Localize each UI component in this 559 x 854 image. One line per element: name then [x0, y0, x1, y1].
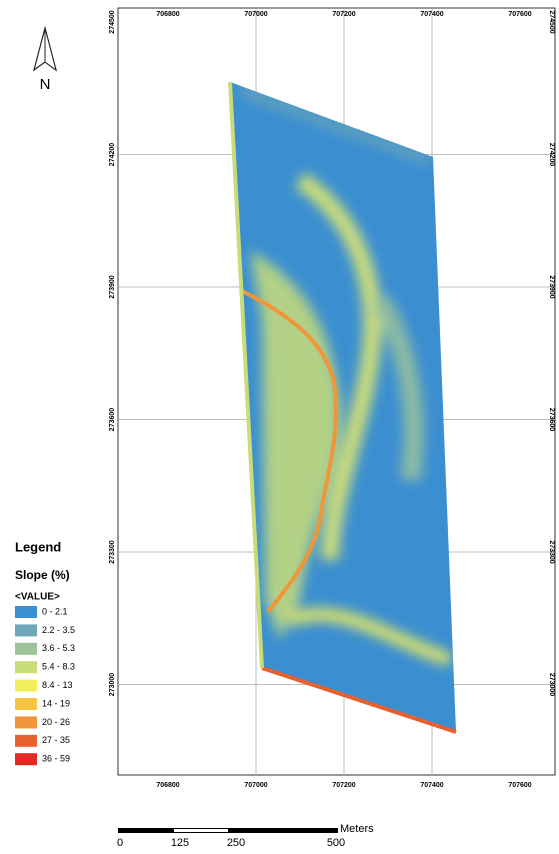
legend-subtitle: <VALUE> [15, 592, 60, 603]
y-grid-label: 273000 [109, 673, 116, 696]
legend-swatch [15, 735, 37, 747]
y-grid-label: 273900 [548, 275, 555, 298]
legend-label: 5.4 - 8.3 [42, 662, 75, 672]
legend-label: 14 - 19 [42, 698, 70, 708]
legend-label: 0 - 2.1 [42, 606, 68, 616]
legend-swatch [15, 680, 37, 692]
y-grid-label: 274200 [109, 143, 116, 166]
scale-label: 250 [227, 837, 245, 849]
legend-swatch [15, 606, 37, 618]
legend-swatch [15, 716, 37, 728]
legend-field: Slope (%) [15, 568, 70, 582]
x-grid-label: 707400 [420, 782, 443, 789]
north-arrow: N [34, 28, 56, 93]
legend-label: 2.2 - 3.5 [42, 625, 75, 635]
y-grid-label: 273300 [109, 540, 116, 563]
x-grid-label: 707000 [244, 782, 267, 789]
north-label: N [40, 76, 51, 93]
scale-label: 125 [171, 837, 189, 849]
x-grid-label: 706800 [156, 11, 179, 18]
y-grid-label: 273300 [548, 540, 555, 563]
y-grid-label: 273600 [109, 408, 116, 431]
y-grid-label: 274500 [548, 10, 555, 33]
y-grid-label: 273000 [548, 673, 555, 696]
legend-title: Legend [15, 539, 61, 554]
legend-label: 36 - 59 [42, 754, 70, 764]
x-grid-label: 706800 [156, 782, 179, 789]
scale-label: 0 [117, 837, 123, 849]
x-grid-label: 707200 [332, 782, 355, 789]
legend-label: 20 - 26 [42, 717, 70, 727]
legend-swatch [15, 753, 37, 765]
legend-label: 27 - 35 [42, 735, 70, 745]
y-grid-label: 274500 [109, 10, 116, 33]
legend-swatch [15, 643, 37, 655]
scale-unit: Meters [340, 823, 374, 835]
x-grid-label: 707600 [508, 782, 531, 789]
legend-swatch [15, 661, 37, 673]
y-grid-label: 273600 [548, 408, 555, 431]
legend-swatch [15, 624, 37, 636]
x-grid-label: 707400 [420, 11, 443, 18]
scale-label: 500 [327, 837, 345, 849]
map-layout: N Legend Slope (%) <VALUE> 0 - 2.1 2.2 - … [0, 0, 559, 854]
legend-swatch [15, 698, 37, 710]
y-grid-label: 273900 [109, 275, 116, 298]
slope-raster [230, 82, 456, 732]
scale-bar-segment [174, 829, 228, 832]
legend-label: 8.4 - 13 [42, 680, 73, 690]
legend-label: 3.6 - 5.3 [42, 643, 75, 653]
x-grid-label: 707600 [508, 11, 531, 18]
x-grid-label: 707000 [244, 11, 267, 18]
x-grid-label: 707200 [332, 11, 355, 18]
y-grid-label: 274200 [548, 143, 555, 166]
